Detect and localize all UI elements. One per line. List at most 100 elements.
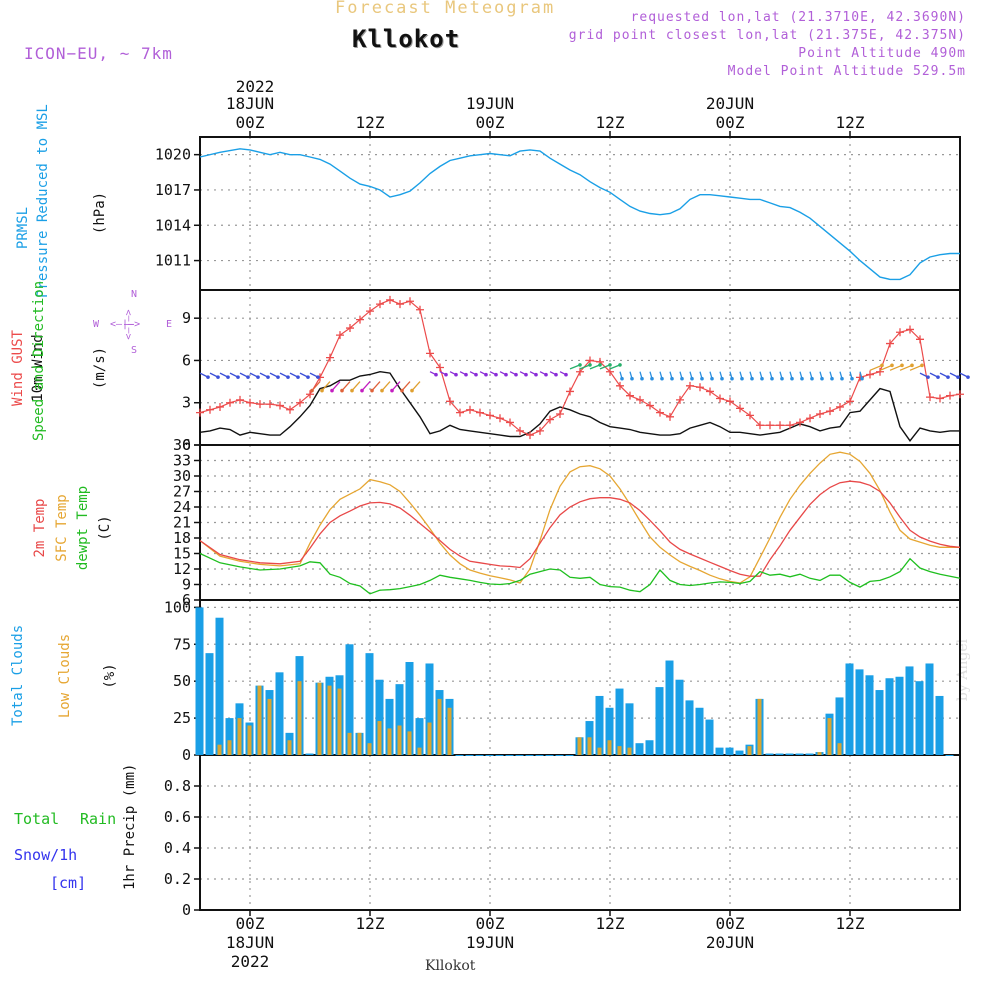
wind-direction-arrow bbox=[889, 364, 903, 371]
wind-direction-arrow bbox=[401, 381, 411, 392]
total-cloud-bar bbox=[855, 669, 864, 755]
total-cloud-bar bbox=[425, 663, 434, 755]
wind-arrow-head bbox=[380, 388, 384, 393]
model-altitude: Model Point Altitude 529.5m bbox=[727, 64, 966, 79]
wind-arrow-head bbox=[690, 376, 694, 381]
wind-direction-arrow bbox=[909, 364, 923, 371]
wind-direction-arrow bbox=[391, 381, 401, 392]
wind-arrow-head bbox=[216, 375, 220, 379]
y-tick-label: 9 bbox=[182, 309, 191, 327]
y-tick-label: 21 bbox=[173, 514, 191, 532]
gust-point bbox=[556, 410, 564, 418]
y-tick-label: 24 bbox=[173, 498, 191, 516]
total-cloud-bar bbox=[455, 755, 464, 756]
top-hour-label: 12Z bbox=[596, 113, 625, 132]
gust-point bbox=[826, 407, 834, 416]
total-cloud-bar bbox=[715, 747, 724, 755]
wind-arrow-head bbox=[966, 375, 970, 379]
wind-arrow-head bbox=[730, 376, 734, 381]
gust-point bbox=[366, 307, 374, 316]
y-tick-label: 50 bbox=[173, 672, 191, 690]
gust-point bbox=[286, 405, 294, 414]
total-cloud-bar bbox=[225, 718, 234, 755]
low-cloud-bar bbox=[617, 746, 622, 755]
gust-point bbox=[776, 421, 784, 430]
wind-arrow-head bbox=[598, 363, 602, 367]
wind-arrow-head bbox=[544, 372, 548, 377]
total-cloud-bar bbox=[915, 681, 924, 755]
wind-arrow-head bbox=[504, 372, 508, 377]
total-cloud-bar bbox=[795, 753, 804, 755]
compass-e: E bbox=[166, 319, 173, 330]
total-cloud-bar bbox=[665, 660, 674, 755]
total-cloud-bar bbox=[865, 675, 874, 755]
bottom-date-label: 19JUN bbox=[466, 933, 514, 952]
gust-point bbox=[896, 328, 904, 337]
wind-direction-arrow bbox=[381, 381, 391, 392]
wind-arrow-head bbox=[860, 376, 864, 381]
gust-point bbox=[886, 339, 894, 348]
gust-point bbox=[306, 390, 314, 399]
total-cloud-bar bbox=[905, 666, 914, 755]
wind-arrow-head bbox=[514, 372, 518, 377]
low-cloud-bar bbox=[257, 685, 262, 755]
gust-point bbox=[736, 404, 744, 413]
gust-point bbox=[606, 367, 614, 376]
y-tick-label: 0 bbox=[182, 436, 191, 454]
gust-point bbox=[916, 335, 924, 344]
gust-point bbox=[266, 400, 274, 409]
low-cloud-bar bbox=[587, 737, 592, 755]
panel-frame-5 bbox=[199, 754, 961, 911]
wind-arrow-head bbox=[720, 376, 724, 381]
total-cloud-bar bbox=[845, 663, 854, 755]
wind-arrow-head bbox=[400, 388, 404, 393]
gust-point bbox=[416, 305, 424, 314]
gust-point bbox=[526, 431, 534, 440]
total-cloud-bar bbox=[885, 678, 894, 755]
low-cloud-bar bbox=[267, 698, 272, 755]
gust-point bbox=[956, 390, 964, 399]
wind-arrow-head bbox=[900, 363, 904, 368]
wind-arrow-head bbox=[680, 376, 684, 381]
y-tick-label: 0.4 bbox=[164, 839, 191, 857]
y-tick-label: 1017 bbox=[155, 181, 191, 199]
wind-arrow-head bbox=[310, 388, 314, 393]
wind-arrow-head bbox=[910, 363, 914, 368]
total-cloud-bar bbox=[475, 755, 484, 756]
y-tick-label: 0.6 bbox=[164, 808, 191, 826]
wind-arrow-head bbox=[760, 376, 764, 381]
total-cloud-bar bbox=[875, 690, 884, 755]
top-hour-label: 00Z bbox=[476, 113, 505, 132]
wind-arrow-head bbox=[266, 375, 270, 379]
total-cloud-bar bbox=[405, 662, 414, 755]
total-cloud-bar bbox=[695, 707, 704, 755]
total-cloud-bar bbox=[465, 755, 474, 756]
gust-point bbox=[796, 418, 804, 427]
wind-arrow-head bbox=[588, 363, 592, 367]
total-cloud-bar bbox=[195, 607, 204, 755]
low-cloud-bar bbox=[327, 685, 332, 755]
gust-point bbox=[816, 410, 824, 418]
grid-point-coords: grid point closest lon,lat (21.375E, 42.… bbox=[568, 28, 966, 43]
wind-arrow-head bbox=[286, 375, 290, 379]
total-cloud-bar bbox=[645, 740, 654, 755]
gust-point bbox=[236, 395, 244, 404]
y-tick-label: 75 bbox=[173, 635, 191, 653]
panel-frame-2 bbox=[199, 289, 961, 446]
bottom-hour-label: 00Z bbox=[476, 914, 505, 933]
gust-point bbox=[326, 353, 334, 362]
total-cloud-bar bbox=[595, 695, 604, 755]
low-cloud-bar bbox=[247, 725, 252, 755]
low-cloud-bar bbox=[377, 721, 382, 755]
wind-arrow-head bbox=[840, 376, 844, 381]
top-hour-label: 12Z bbox=[836, 113, 865, 132]
total-cloud-bar bbox=[365, 653, 374, 755]
sfc-temp-line bbox=[199, 451, 960, 584]
wind-direction-arrow bbox=[331, 381, 341, 392]
wind-arrow-head bbox=[236, 375, 240, 379]
gust-point bbox=[396, 300, 404, 309]
total-cloud-bar bbox=[545, 755, 554, 756]
total-cloud-bar bbox=[515, 755, 524, 756]
gust-point bbox=[636, 395, 644, 404]
